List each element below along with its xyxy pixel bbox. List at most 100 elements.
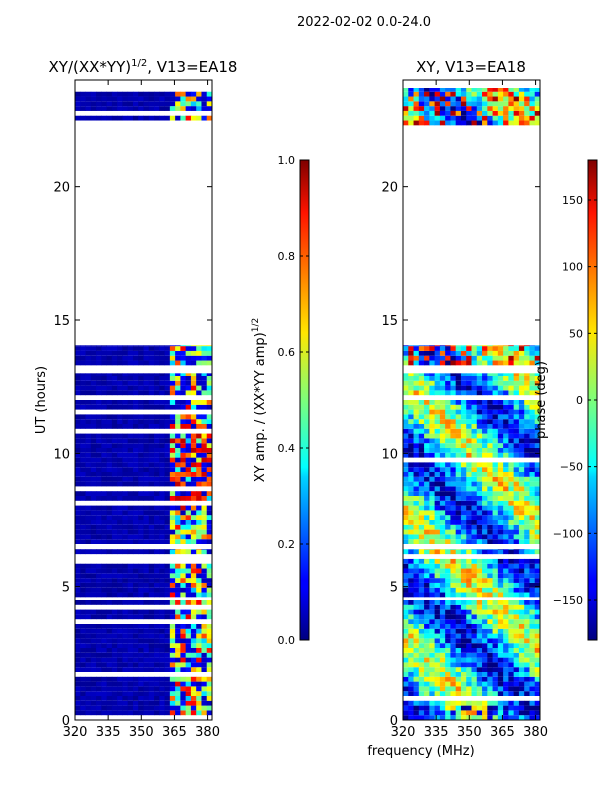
heatmap-cell [127,91,134,97]
heatmap-cell [106,710,113,716]
heatmap-cell [497,609,504,615]
heatmap-cell [455,350,462,356]
heatmap-cell [492,452,499,458]
heatmap-cell [159,101,165,107]
heatmap-cell [471,705,478,711]
heatmap-cell [524,558,530,564]
heatmap-cell [164,710,171,716]
heatmap-cell [439,604,446,610]
heatmap-cell [497,648,504,653]
heatmap-cell [154,648,160,653]
heatmap-cell [455,496,462,501]
heatmap-cell [413,120,420,126]
heatmap-cell [508,96,515,102]
heatmap-cell [513,672,520,677]
heatmap-cell [138,457,144,463]
heatmap-cell [482,681,488,687]
heatmap-cell [455,424,462,429]
heatmap-cell [476,428,483,434]
heatmap-cell [513,96,520,102]
heatmap-cell [111,705,118,711]
heatmap-cell [180,355,187,361]
heatmap-cell [518,568,525,574]
heatmap-cell [482,481,488,487]
heatmap-cell [434,700,441,706]
heatmap-cell [75,524,81,530]
heatmap-cell [492,91,499,97]
heatmap-cell [513,380,520,386]
heatmap-cell [513,582,520,588]
heatmap-cell [122,609,129,615]
heatmap-cell [413,549,420,550]
heatmap-cell [460,549,467,555]
heatmap-cell [513,592,520,598]
heatmap-cell [471,481,478,487]
heatmap-cell [101,345,108,347]
heatmap-cell [518,404,525,410]
heatmap-cell [80,476,86,482]
heatmap-cell [185,534,192,540]
heatmap-cell [413,390,420,396]
heatmap-cell [201,481,208,487]
heatmap-cell [418,657,425,663]
heatmap-cell [159,582,165,588]
heatmap-cell [169,414,176,420]
heatmap-cell [117,443,123,448]
heatmap-cell [132,710,139,716]
heatmap-cell [143,524,150,530]
heatmap-cell [90,360,97,366]
heatmap-cell [518,657,525,663]
heatmap-cell [80,515,86,520]
heatmap-cell [201,648,208,653]
heatmap-cell [127,510,134,516]
heatmap-cell [529,667,536,672]
heatmap-cell [403,534,409,540]
heatmap-cell [518,558,525,564]
heatmap-cell [460,648,467,653]
heatmap-cell [534,438,541,444]
heatmap-cell [90,624,97,629]
heatmap-cell [534,633,541,639]
heatmap-cell [127,491,134,496]
heatmap-cell [534,686,541,692]
heatmap-cell [180,568,187,574]
heatmap-cell [418,614,425,620]
heatmap-cell [403,681,409,687]
heatmap-cell [455,355,462,361]
heatmap-cell [450,448,457,453]
heatmap-cell [408,549,414,550]
heatmap-cell [85,681,92,687]
heatmap-cell [439,448,446,453]
heatmap-cell [154,345,160,347]
heatmap-cell [482,443,488,448]
heatmap-cell [518,120,525,126]
heatmap-cell [460,345,467,347]
heatmap-cell [513,539,520,544]
heatmap-cell [497,462,504,468]
heatmap-cell [529,529,536,535]
heatmap-cell [482,705,488,711]
heatmap-cell [185,345,192,347]
heatmap-cell [503,462,509,468]
heatmap-cell [196,529,202,535]
heatmap-cell [471,120,478,126]
heatmap-cell [408,578,414,583]
heatmap-cell [439,578,446,583]
heatmap-cell [154,578,160,583]
heatmap-cell [466,604,472,610]
heatmap-cell [175,515,181,520]
heatmap-cell [164,400,171,405]
heatmap-cell [138,481,144,487]
heatmap-cell [148,614,155,620]
heatmap-cell [132,563,139,569]
heatmap-cell [185,710,192,716]
heatmap-cell [143,520,150,525]
heatmap-cell [482,529,488,535]
heatmap-cell [180,573,187,579]
heatmap-cell [206,633,213,639]
heatmap-cell [122,676,129,682]
heatmap-cell [127,534,134,540]
heatmap-cell [148,587,155,593]
heatmap-cell [503,549,509,555]
heatmap-cell [529,534,536,540]
